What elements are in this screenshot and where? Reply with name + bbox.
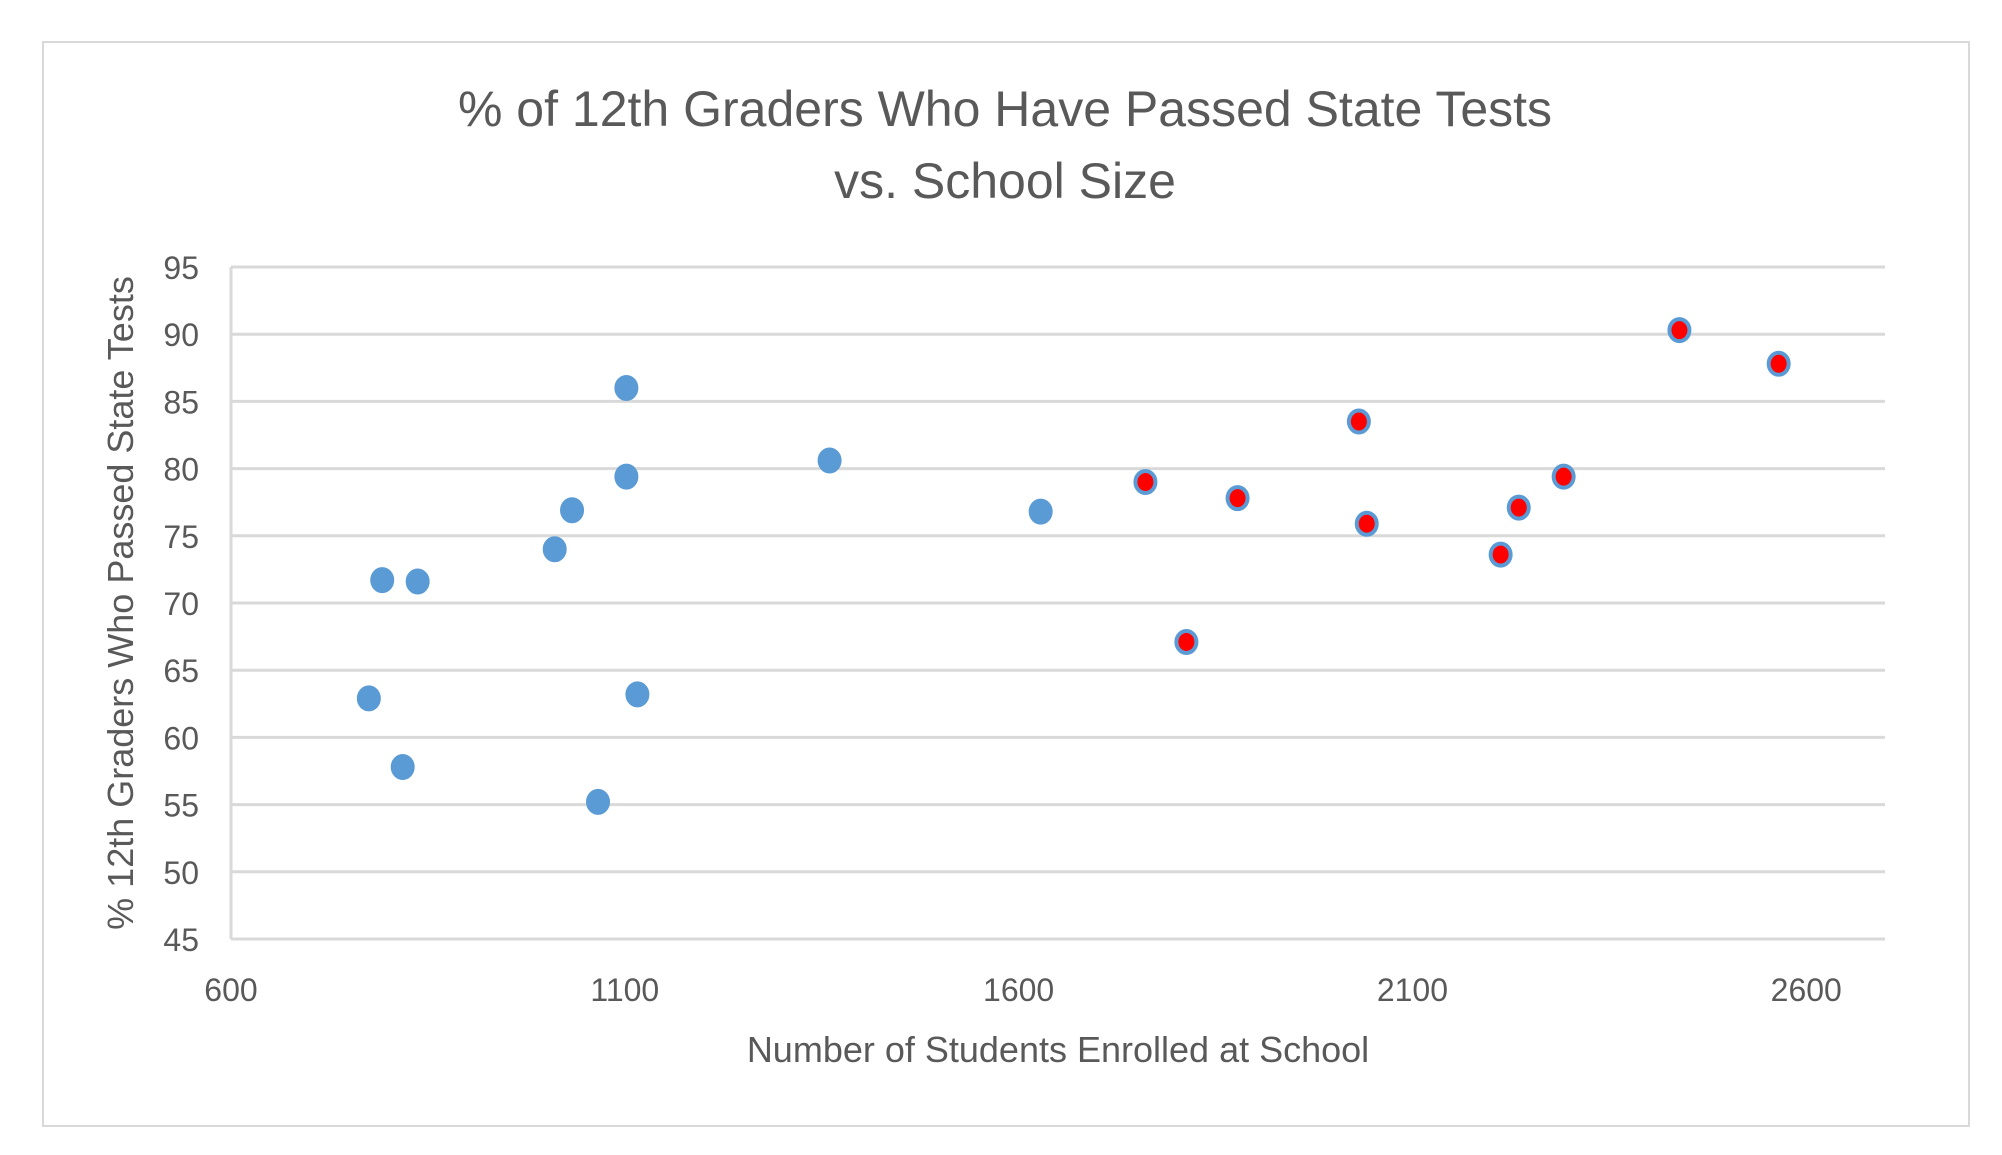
data-point — [614, 374, 639, 401]
data-point — [356, 685, 381, 712]
x-tick-label: 600 — [204, 972, 257, 1008]
y-tick-label: 70 — [163, 586, 199, 622]
data-point — [1174, 628, 1199, 655]
data-point — [1506, 494, 1531, 521]
y-tick-label: 80 — [163, 452, 199, 488]
y-tick-label: 75 — [163, 519, 199, 555]
data-point — [542, 536, 567, 563]
data-point — [1225, 485, 1250, 512]
data-point — [390, 753, 415, 780]
y-tick-label: 85 — [163, 384, 199, 420]
y-tick-label: 60 — [163, 720, 199, 756]
data-point — [625, 681, 650, 708]
y-tick-label: 45 — [163, 922, 199, 958]
data-point — [560, 497, 585, 524]
data-point — [1488, 541, 1513, 568]
data-point — [817, 447, 842, 474]
data-point — [586, 788, 611, 815]
chart-frame — [42, 41, 1970, 1127]
data-point — [614, 463, 639, 490]
data-point — [1028, 498, 1053, 525]
data-point — [1133, 469, 1158, 496]
data-point — [1551, 463, 1576, 490]
data-point — [1766, 350, 1791, 377]
y-tick-label: 90 — [163, 317, 199, 353]
y-axis-label: % 12th Graders Who Passed State Tests — [100, 276, 141, 930]
data-point — [1354, 510, 1379, 537]
data-point — [1346, 408, 1371, 435]
chart-title-line1: % of 12th Graders Who Have Passed State … — [458, 81, 1552, 137]
x-tick-label: 1100 — [590, 972, 659, 1008]
y-tick-label: 50 — [163, 855, 199, 891]
y-tick-label: 95 — [163, 250, 199, 286]
y-tick-label: 65 — [163, 653, 199, 689]
data-point — [1667, 317, 1692, 344]
x-axis-label: Number of Students Enrolled at School — [747, 1029, 1369, 1070]
data-point — [370, 567, 395, 594]
chart-title-line2: vs. School Size — [834, 153, 1176, 209]
data-point — [405, 568, 430, 595]
x-tick-label: 1600 — [983, 972, 1054, 1008]
x-tick-label: 2100 — [1377, 972, 1448, 1008]
x-tick-label: 2600 — [1771, 972, 1842, 1008]
y-tick-label: 55 — [163, 788, 199, 824]
